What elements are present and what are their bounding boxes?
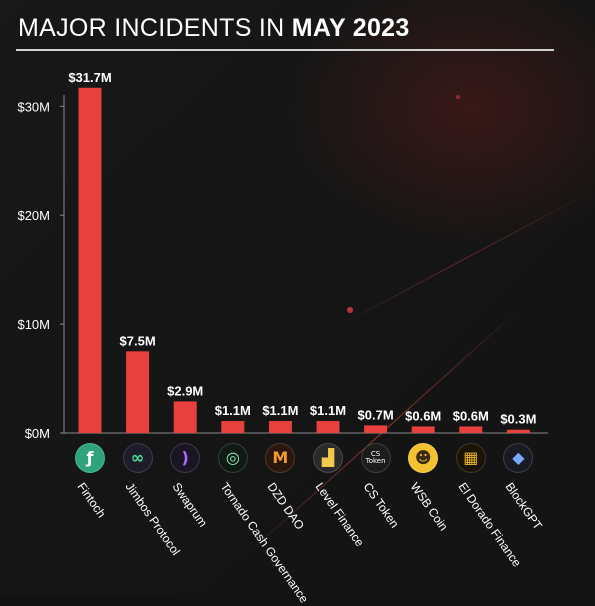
bar-value-label: $1.1M [310,403,346,418]
bar [459,426,483,433]
cs-token-logo-icon: CS Token [360,443,391,473]
bar [268,421,292,433]
bar [126,351,150,433]
tornado-cash-logo-icon: ◎ [217,443,248,473]
swaprum-logo-icon: ) [170,443,201,473]
title-underline [16,49,554,51]
jimbos-logo-icon: ∞ [122,443,153,473]
el-dorado-logo-icon: ▦ [455,443,486,473]
bar-value-label: $0.6M [453,408,489,423]
bar [411,426,435,433]
page-title: MAJOR INCIDENTS IN MAY 2023 [18,14,410,44]
y-tick-label: $10M [17,317,50,332]
bar [506,429,530,433]
bar [173,401,197,433]
y-tick-label: $30M [17,99,50,114]
title-prefix: MAJOR INCIDENTS IN [18,14,285,42]
title-emphasis: MAY 2023 [291,14,410,42]
bar-value-label: $1.1M [215,403,251,418]
bar [78,87,102,434]
level-finance-logo-icon: ▟ [313,443,343,473]
fintoch-logo-icon: ƒ [75,443,105,473]
bar-value-label: $0.7M [358,407,394,422]
dzd-dao-logo-icon: M [265,443,296,473]
blockgpt-logo-icon: ◆ [503,443,534,473]
bar-value-label: $1.1M [262,403,298,418]
bar-value-label: $31.7M [68,70,111,85]
y-tick-label: $20M [17,208,50,223]
bar [316,421,340,433]
bar-value-label: $0.3M [500,412,536,427]
decorative-dot [456,95,460,99]
y-tick-label: $0M [25,426,50,441]
bar [364,425,388,433]
bar-value-label: $0.6M [405,408,441,423]
bar [221,421,245,433]
bar-value-label: $2.9M [167,383,203,398]
decorative-dot [347,307,353,313]
wsb-coin-logo-icon: ☻ [408,443,439,473]
bar-value-label: $7.5M [120,333,156,348]
